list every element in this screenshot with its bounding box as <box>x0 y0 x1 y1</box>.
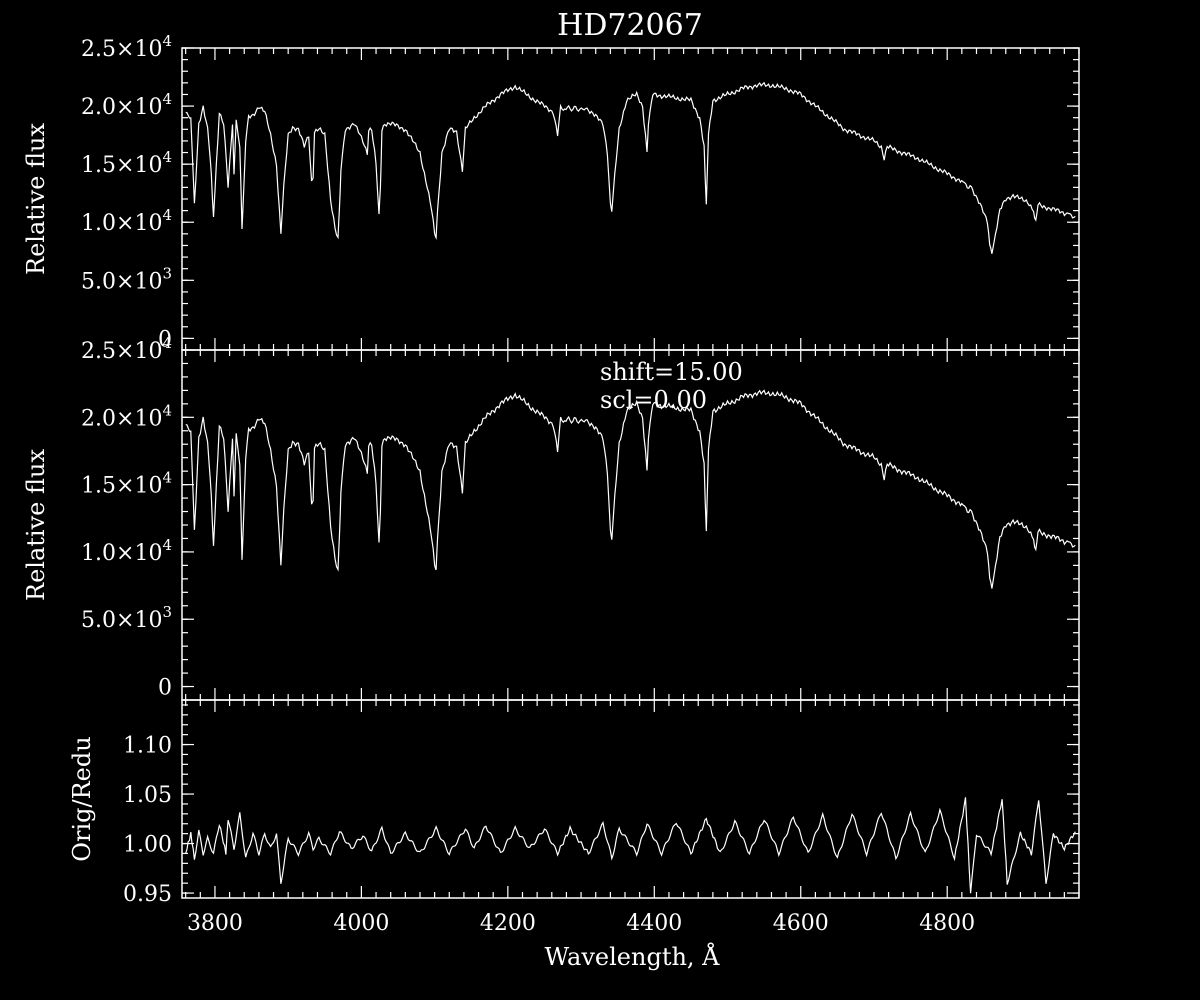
ratio-panel-frame <box>181 699 1080 899</box>
ratio-panel-ylabel: Orig/Redu <box>68 736 96 861</box>
y-tick-label: 1.0×104 <box>81 206 172 236</box>
top-flux-panel: Relative flux 0 5.0×103 1.0×104 1.5×104 2.0×… <box>22 32 1080 352</box>
y-tick-label: 2.0×104 <box>81 401 172 431</box>
y-tick-label: 0 <box>158 327 172 352</box>
top-panel-yticks: 0 5.0×103 1.0×104 1.5×104 2.0×104 2.5×104 <box>81 32 1080 352</box>
scl-annotation: scl=0.00 <box>600 386 707 414</box>
top-panel-ylabel: Relative flux <box>22 123 50 275</box>
middle-panel-series <box>185 389 1076 589</box>
y-tick-label: 2.5×104 <box>81 334 172 364</box>
top-panel-series <box>185 81 1076 254</box>
y-tick-label: 1.00 <box>123 833 172 858</box>
ratio-panel: Orig/Redu 0.95 1.00 1.05 1.10 <box>68 699 1080 907</box>
y-tick-exponent: 4 <box>162 334 172 352</box>
y-tick-exponent: 4 <box>162 401 172 419</box>
y-tick-label: 0 <box>158 676 172 701</box>
x-tick-label: 4800 <box>919 911 975 936</box>
y-tick-label: 1.10 <box>123 734 172 759</box>
figure-title: HD72067 <box>557 8 703 43</box>
y-tick-label: 5.0×103 <box>81 264 172 294</box>
y-tick-label: 2.0×104 <box>81 90 172 120</box>
middle-flux-panel: Relative flux shift=15.00 scl=0.00 0 5.0×… <box>22 334 1080 701</box>
y-tick-exponent: 3 <box>162 603 172 621</box>
ratio-panel-yticks: 0.95 1.00 1.05 1.10 <box>123 700 1080 907</box>
x-tick-label: 4400 <box>626 911 682 936</box>
y-tick-label: 2.5×104 <box>81 32 172 62</box>
spectrum-line <box>185 797 1076 894</box>
top-panel-frame <box>181 47 1080 351</box>
y-tick-label: 0.95 <box>123 882 172 907</box>
shift-annotation: shift=15.00 <box>600 358 743 386</box>
spectrum-line <box>185 389 1076 589</box>
y-tick-exponent: 4 <box>162 90 172 108</box>
x-tick-label: 4200 <box>480 911 536 936</box>
y-tick-exponent: 4 <box>162 148 172 166</box>
x-tick-label: 3800 <box>187 911 243 936</box>
y-tick-exponent: 3 <box>162 264 172 282</box>
ratio-panel-series <box>185 797 1076 894</box>
x-axis-ticks: 3800 4000 4200 4400 4600 4800 <box>187 911 975 936</box>
y-tick-label: 1.0×104 <box>81 536 172 566</box>
spectrum-line <box>185 81 1076 254</box>
y-tick-label: 1.5×104 <box>81 469 172 499</box>
y-tick-label: 5.0×103 <box>81 603 172 633</box>
x-tick-label: 4600 <box>773 911 829 936</box>
x-tick-label: 4000 <box>333 911 389 936</box>
middle-panel-yticks: 0 5.0×103 1.0×104 1.5×104 2.0×104 2.5×104 <box>81 334 1080 701</box>
middle-panel-ylabel: Relative flux <box>22 449 50 601</box>
y-tick-exponent: 4 <box>162 469 172 487</box>
y-tick-label: 1.5×104 <box>81 148 172 178</box>
y-tick-exponent: 4 <box>162 32 172 50</box>
y-tick-label: 1.05 <box>123 783 172 808</box>
y-tick-exponent: 4 <box>162 206 172 224</box>
y-tick-exponent: 4 <box>162 536 172 554</box>
x-axis-label: Wavelength, Å <box>544 942 720 971</box>
